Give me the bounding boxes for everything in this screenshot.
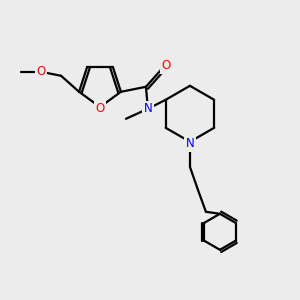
Text: O: O	[37, 65, 46, 78]
Text: O: O	[95, 101, 105, 115]
Text: O: O	[161, 59, 170, 72]
Text: N: N	[143, 102, 152, 115]
Text: N: N	[185, 137, 194, 150]
